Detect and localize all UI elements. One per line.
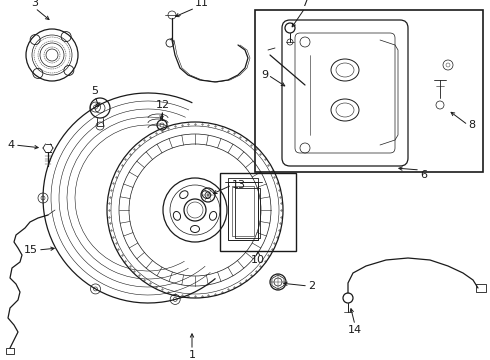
Text: 2: 2 xyxy=(308,281,315,291)
Text: 3: 3 xyxy=(31,0,39,8)
Text: 12: 12 xyxy=(156,100,170,110)
Text: 1: 1 xyxy=(189,350,196,360)
Text: 4: 4 xyxy=(8,140,15,150)
Text: 14: 14 xyxy=(348,325,362,335)
Text: 9: 9 xyxy=(261,70,268,80)
Text: 13: 13 xyxy=(232,180,246,190)
Text: 15: 15 xyxy=(24,245,38,255)
Text: 11: 11 xyxy=(195,0,209,8)
Bar xyxy=(476,284,486,292)
Text: 10: 10 xyxy=(251,255,265,265)
Bar xyxy=(220,173,296,251)
Bar xyxy=(6,348,14,354)
Bar xyxy=(232,186,254,236)
Text: 5: 5 xyxy=(92,86,98,96)
Bar xyxy=(255,10,483,172)
Text: 8: 8 xyxy=(468,120,475,130)
Text: 6: 6 xyxy=(420,170,427,180)
Text: 7: 7 xyxy=(301,0,309,8)
